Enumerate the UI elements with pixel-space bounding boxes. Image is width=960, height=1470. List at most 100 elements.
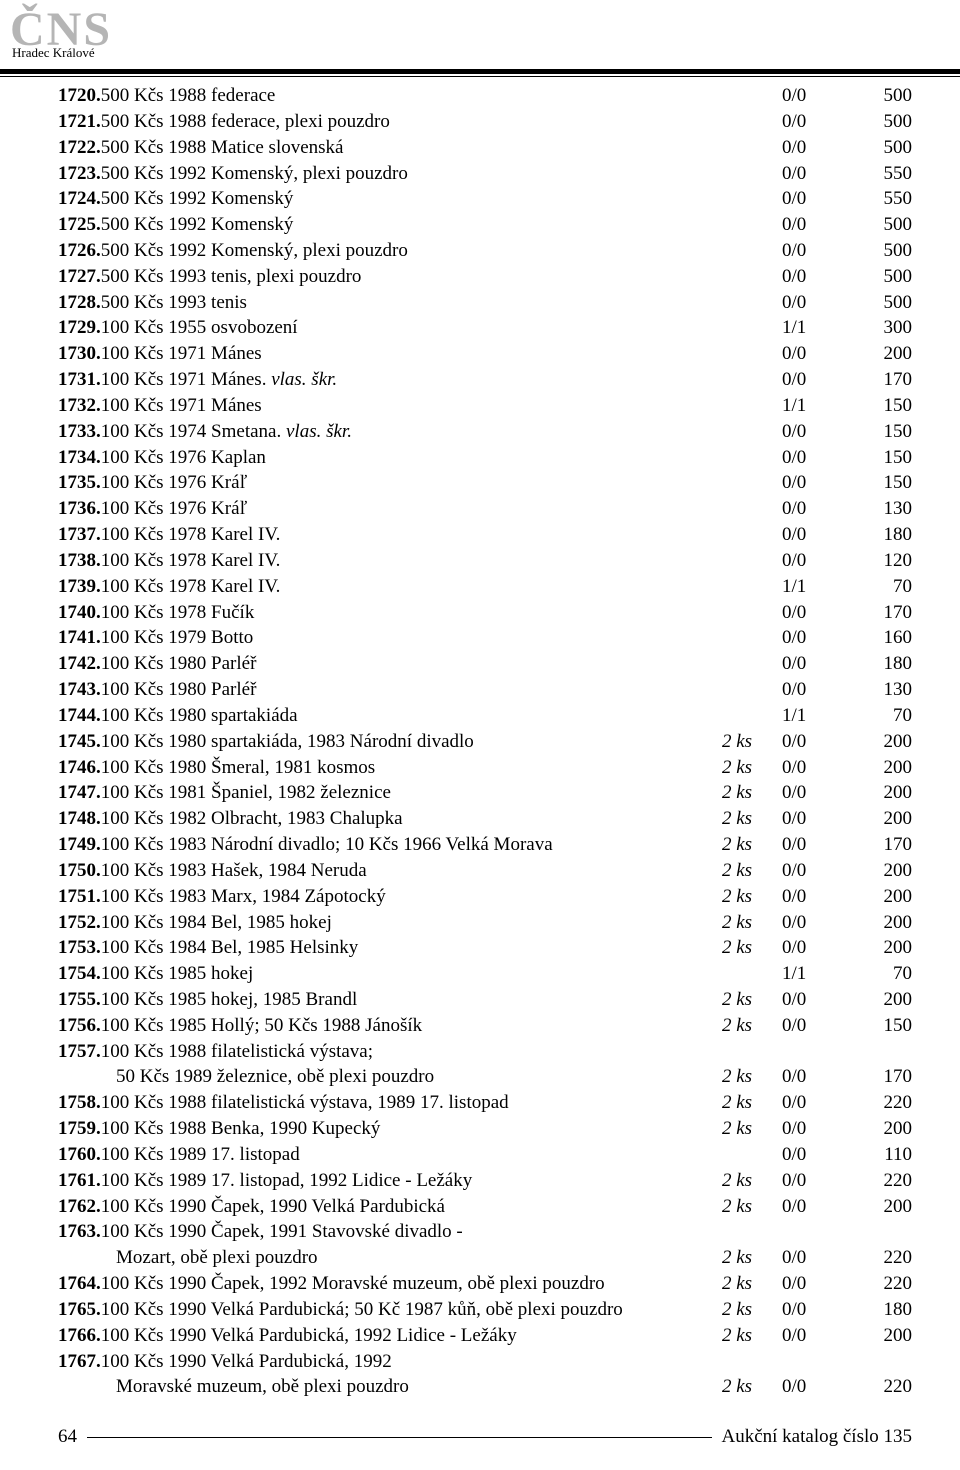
lot-description: 100 Kčs 1976 Kaplan bbox=[101, 445, 266, 471]
lot-quantity: 2 ks bbox=[722, 1271, 782, 1297]
lot-price: 550 bbox=[852, 161, 912, 187]
lot-row: 1756. 100 Kčs 1985 Hollý; 50 Kčs 1988 Já… bbox=[58, 1013, 912, 1039]
lot-price: 200 bbox=[852, 910, 912, 936]
lot-price: 170 bbox=[852, 1064, 912, 1090]
lot-number: 1727. bbox=[58, 264, 101, 290]
lot-description: 100 Kčs 1983 Hašek, 1984 Neruda bbox=[101, 858, 367, 884]
lot-grade: 0/0 bbox=[782, 83, 852, 109]
lot-grade: 0/0 bbox=[782, 445, 852, 471]
lot-description: 100 Kčs 1983 Marx, 1984 Zápotocký bbox=[101, 884, 386, 910]
lot-grade: 0/0 bbox=[782, 548, 852, 574]
lot-number: 1723. bbox=[58, 161, 101, 187]
lot-price: 300 bbox=[852, 315, 912, 341]
lot-grade: 0/0 bbox=[782, 1323, 852, 1349]
lot-quantity: 2 ks bbox=[722, 1374, 782, 1400]
lot-row: 1767. 100 Kčs 1990 Velká Pardubická, 199… bbox=[58, 1349, 912, 1375]
lot-number: 1756. bbox=[58, 1013, 101, 1039]
lot-price: 500 bbox=[852, 290, 912, 316]
lot-grade: 1/1 bbox=[782, 703, 852, 729]
lot-grade: 0/0 bbox=[782, 1374, 852, 1400]
lot-quantity: 2 ks bbox=[722, 1013, 782, 1039]
lot-description: 100 Kčs 1989 17. listopad, 1992 Lidice -… bbox=[101, 1168, 472, 1194]
lot-price: 110 bbox=[852, 1142, 912, 1168]
lot-row: 1749. 100 Kčs 1983 Národní divadlo; 10 K… bbox=[58, 832, 912, 858]
lot-grade: 0/0 bbox=[782, 212, 852, 238]
lot-description: 500 Kčs 1988 federace, plexi pouzdro bbox=[101, 109, 390, 135]
lot-price: 200 bbox=[852, 858, 912, 884]
lot-number: 1728. bbox=[58, 290, 101, 316]
lot-row: 1760. 100 Kčs 1989 17. listopad0/0110 bbox=[58, 1142, 912, 1168]
lot-number: 1762. bbox=[58, 1194, 101, 1220]
lot-quantity: 2 ks bbox=[722, 858, 782, 884]
lot-price: 500 bbox=[852, 238, 912, 264]
lot-price: 500 bbox=[852, 212, 912, 238]
lot-number: 1759. bbox=[58, 1116, 101, 1142]
lot-row: 1762. 100 Kčs 1990 Čapek, 1990 Velká Par… bbox=[58, 1194, 912, 1220]
lot-description: 100 Kčs 1990 Čapek, 1990 Velká Pardubick… bbox=[101, 1194, 445, 1220]
lot-description: 500 Kčs 1993 tenis bbox=[101, 290, 247, 316]
lot-grade: 0/0 bbox=[782, 1090, 852, 1116]
lot-price: 200 bbox=[852, 341, 912, 367]
lot-number: 1749. bbox=[58, 832, 101, 858]
lot-number: 1722. bbox=[58, 135, 101, 161]
lot-row: 1721. 500 Kčs 1988 federace, plexi pouzd… bbox=[58, 109, 912, 135]
lot-description: 100 Kčs 1976 Kráľ bbox=[101, 470, 248, 496]
lot-number: 1743. bbox=[58, 677, 101, 703]
lot-price: 120 bbox=[852, 548, 912, 574]
lot-quantity: 2 ks bbox=[722, 806, 782, 832]
lot-row-cont: Moravské muzeum, obě plexi pouzdro2 ks0/… bbox=[58, 1374, 912, 1400]
lot-grade: 0/0 bbox=[782, 987, 852, 1013]
lot-row: 1720. 500 Kčs 1988 federace0/0500 bbox=[58, 83, 912, 109]
lot-description-cont: Mozart, obě plexi pouzdro bbox=[58, 1245, 318, 1271]
lot-number: 1745. bbox=[58, 729, 101, 755]
lot-price: 150 bbox=[852, 393, 912, 419]
lot-quantity: 2 ks bbox=[722, 755, 782, 781]
lot-grade: 0/0 bbox=[782, 755, 852, 781]
lot-description: 100 Kčs 1988 Benka, 1990 Kupecký bbox=[101, 1116, 381, 1142]
lot-description: 500 Kčs 1992 Komenský bbox=[101, 212, 294, 238]
lot-grade: 0/0 bbox=[782, 290, 852, 316]
lot-row: 1739. 100 Kčs 1978 Karel IV.1/170 bbox=[58, 574, 912, 600]
lot-description: 100 Kčs 1981 Španiel, 1982 železnice bbox=[101, 780, 391, 806]
lot-row: 1747. 100 Kčs 1981 Španiel, 1982 železni… bbox=[58, 780, 912, 806]
lot-price: 500 bbox=[852, 109, 912, 135]
lot-grade: 0/0 bbox=[782, 367, 852, 393]
lot-number: 1748. bbox=[58, 806, 101, 832]
lot-number: 1726. bbox=[58, 238, 101, 264]
lot-quantity: 2 ks bbox=[722, 1116, 782, 1142]
lot-price: 180 bbox=[852, 1297, 912, 1323]
lot-quantity: 2 ks bbox=[722, 987, 782, 1013]
lot-description: 100 Kčs 1984 Bel, 1985 hokej bbox=[101, 910, 332, 936]
lot-price: 170 bbox=[852, 367, 912, 393]
lot-price: 200 bbox=[852, 987, 912, 1013]
lot-grade: 0/0 bbox=[782, 341, 852, 367]
lot-description: 500 Kčs 1992 Komenský, plexi pouzdro bbox=[101, 238, 408, 264]
lot-price: 70 bbox=[852, 703, 912, 729]
lot-number: 1746. bbox=[58, 755, 101, 781]
lot-quantity: 2 ks bbox=[722, 832, 782, 858]
lot-grade: 0/0 bbox=[782, 1142, 852, 1168]
lot-price: 220 bbox=[852, 1374, 912, 1400]
lot-number: 1766. bbox=[58, 1323, 101, 1349]
lot-row: 1748. 100 Kčs 1982 Olbracht, 1983 Chalup… bbox=[58, 806, 912, 832]
lot-quantity: 2 ks bbox=[722, 884, 782, 910]
lot-grade: 0/0 bbox=[782, 264, 852, 290]
lot-number: 1753. bbox=[58, 935, 101, 961]
lot-grade: 0/0 bbox=[782, 935, 852, 961]
lot-description: 100 Kčs 1982 Olbracht, 1983 Chalupka bbox=[101, 806, 403, 832]
lot-grade: 1/1 bbox=[782, 393, 852, 419]
lot-row: 1745. 100 Kčs 1980 spartakiáda, 1983 Nár… bbox=[58, 729, 912, 755]
lot-description: 100 Kčs 1989 17. listopad bbox=[101, 1142, 300, 1168]
page-footer: 64 Aukční katalog číslo 135 bbox=[0, 1424, 960, 1450]
lot-row: 1729. 100 Kčs 1955 osvobození1/1300 bbox=[58, 315, 912, 341]
lot-price: 130 bbox=[852, 677, 912, 703]
lot-description: 100 Kčs 1990 Velká Pardubická, 1992 Lidi… bbox=[101, 1323, 517, 1349]
lot-row: 1728. 500 Kčs 1993 tenis 0/0500 bbox=[58, 290, 912, 316]
lot-description: 500 Kčs 1992 Komenský bbox=[101, 186, 294, 212]
lot-quantity: 2 ks bbox=[722, 1090, 782, 1116]
lot-price: 220 bbox=[852, 1090, 912, 1116]
lot-price: 70 bbox=[852, 574, 912, 600]
lot-description-cont: 50 Kčs 1989 železnice, obě plexi pouzdro bbox=[58, 1064, 434, 1090]
lot-row: 1740. 100 Kčs 1978 Fučík0/0170 bbox=[58, 600, 912, 626]
lot-grade: 0/0 bbox=[782, 238, 852, 264]
